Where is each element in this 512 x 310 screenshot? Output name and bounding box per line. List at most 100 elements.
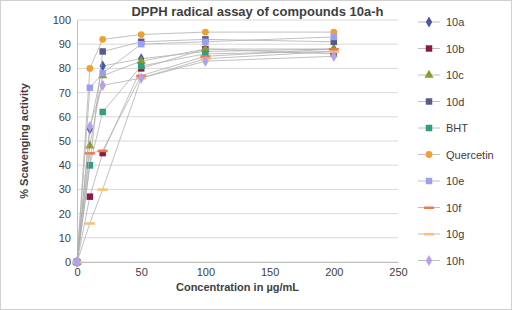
y-tick: 90 xyxy=(59,38,77,50)
legend-marker xyxy=(426,178,432,184)
y-tick-label: 80 xyxy=(59,62,71,74)
series xyxy=(72,50,339,263)
x-tick: 100 xyxy=(197,262,215,278)
legend-entry: BHT xyxy=(418,122,468,134)
y-axis-title: % Scavenging activity xyxy=(18,82,30,198)
grid-line xyxy=(77,116,398,117)
legend-marker xyxy=(424,70,433,78)
series xyxy=(72,48,339,263)
title: DPPH radical assay of compounds 10a-h xyxy=(131,4,383,19)
legend-label: 10c xyxy=(446,69,464,81)
series-line xyxy=(77,51,334,262)
x-tick: 150 xyxy=(261,262,279,278)
x-tick-label: 150 xyxy=(261,266,279,278)
grid-line xyxy=(77,213,398,214)
y-tick-label: 50 xyxy=(59,135,71,147)
legend-marker xyxy=(426,125,432,131)
chart: DPPH radical assay of compounds 10a-h 0 10… xyxy=(0,0,512,310)
x-tick: 50 xyxy=(136,262,148,278)
series-line xyxy=(77,56,334,262)
legend-entry: Quercetin xyxy=(418,149,494,161)
data-point xyxy=(87,162,93,168)
legend-entry: 10h xyxy=(418,255,464,267)
legend-label: 10e xyxy=(446,175,464,187)
legend-label: 10g xyxy=(446,228,464,240)
data-point xyxy=(329,48,339,51)
plot-area xyxy=(72,29,339,268)
legend-label: 10a xyxy=(446,16,465,28)
series xyxy=(74,46,337,265)
legend-entry: 10d xyxy=(418,96,464,108)
data-point xyxy=(98,150,108,153)
legend-entry: 10e xyxy=(418,175,464,187)
data-point xyxy=(99,70,105,76)
legend-line xyxy=(418,207,440,208)
y-tick: 20 xyxy=(59,208,77,220)
data-point xyxy=(85,141,94,149)
series-line xyxy=(77,49,334,262)
data-point xyxy=(99,109,105,115)
grid-line xyxy=(77,20,398,21)
series xyxy=(74,36,337,265)
x-tick-label: 50 xyxy=(136,266,148,278)
grid-line xyxy=(77,165,398,166)
grid-line xyxy=(77,141,398,142)
data-point xyxy=(99,36,106,43)
data-point xyxy=(87,121,93,132)
y-tick: 60 xyxy=(59,111,77,123)
data-point xyxy=(138,72,144,83)
y-tick-label: 90 xyxy=(59,38,71,50)
series-line xyxy=(77,49,334,262)
x-tick-label: 100 xyxy=(197,266,215,278)
legend-label: 10b xyxy=(446,43,464,55)
legend-label: BHT xyxy=(446,122,468,134)
series xyxy=(74,43,337,267)
data-point xyxy=(74,256,80,267)
y-tick-label: 60 xyxy=(59,111,71,123)
y-tick-label: 70 xyxy=(59,87,71,99)
grid-line xyxy=(77,44,398,45)
y-tick: 40 xyxy=(59,159,77,171)
x-tick-label: 200 xyxy=(325,266,343,278)
y-tick: 50 xyxy=(59,135,77,147)
x-tick: 200 xyxy=(325,262,343,278)
data-point xyxy=(74,256,80,267)
data-point xyxy=(138,41,144,47)
x-axis: 0 50 100 150 200 250 xyxy=(74,262,407,278)
data-point xyxy=(138,63,144,69)
grid-line xyxy=(77,92,398,93)
data-point xyxy=(99,48,105,54)
legend-marker xyxy=(426,16,432,27)
data-point xyxy=(202,39,208,45)
legend-marker xyxy=(424,233,434,236)
data-point xyxy=(202,29,209,36)
grid-line xyxy=(77,262,398,263)
legend-entry: 10c xyxy=(418,69,464,81)
y-axis-line xyxy=(77,21,78,263)
series xyxy=(74,51,337,268)
data-point xyxy=(331,34,337,40)
data-point xyxy=(87,193,93,199)
series xyxy=(74,29,338,266)
series xyxy=(72,44,338,265)
y-tick: 100 xyxy=(53,14,77,26)
grid-line xyxy=(77,237,398,238)
legend-label: 10d xyxy=(446,96,464,108)
y-axis: 0102030405060708090100 xyxy=(53,14,78,268)
series xyxy=(74,48,337,265)
data-point xyxy=(137,56,146,64)
legend-label: 10h xyxy=(446,255,464,267)
grid xyxy=(77,20,398,262)
y-tick: 70 xyxy=(59,87,77,99)
data-point xyxy=(99,80,105,91)
data-point xyxy=(138,31,145,38)
data-point xyxy=(87,162,93,168)
legend-marker xyxy=(426,151,433,158)
x-tick-label: 250 xyxy=(389,266,407,278)
grid-line xyxy=(77,68,398,69)
y-tick-label: 30 xyxy=(59,183,71,195)
x-tick-label: 0 xyxy=(74,266,80,278)
x-axis-title: Concentration in µg/mL xyxy=(176,281,299,293)
legend-entry: 10f xyxy=(418,202,462,214)
y-tick-label: 10 xyxy=(59,232,71,244)
